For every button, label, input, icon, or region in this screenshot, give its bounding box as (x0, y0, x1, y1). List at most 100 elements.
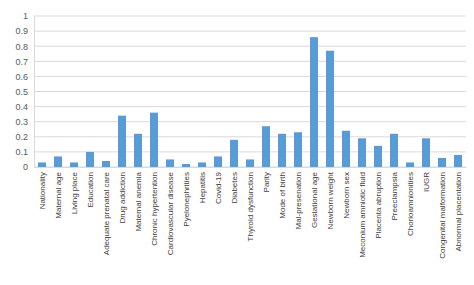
x-tick: Drug addiction (118, 167, 127, 224)
bar (230, 140, 238, 167)
x-tick-label: Diabetes (230, 172, 239, 204)
x-tick-label: Chorioamnionities (406, 172, 415, 236)
bar (262, 126, 270, 167)
bar (214, 156, 222, 167)
x-tick: Preeclampsia (390, 167, 399, 220)
x-tick: Chronic hypertention (150, 167, 159, 246)
y-tick-label: 0.7 (15, 57, 28, 67)
y-tick: 0.8 (15, 42, 34, 52)
x-tick-label: Preeclampsia (390, 171, 399, 220)
bar (150, 113, 158, 167)
bar (70, 162, 78, 167)
x-tick-label: Congenital malformation (438, 172, 447, 259)
bar (406, 162, 414, 167)
bar (422, 138, 430, 167)
bar (54, 156, 62, 167)
x-tick-label: Newborn sex (342, 172, 351, 219)
y-tick: 0.6 (15, 72, 34, 82)
x-tick: Newborn weight (326, 167, 335, 229)
grid-line (34, 46, 466, 47)
x-tick: Hepatitis (198, 167, 207, 203)
y-tick-label: 0.4 (15, 102, 28, 112)
bar (246, 159, 254, 167)
y-tick-label: 0.5 (15, 87, 28, 97)
x-tick-label: Thyroid dysfunction (246, 172, 255, 241)
x-tick: Mal-presenation (294, 167, 303, 229)
y-tick-label: 0.9 (15, 26, 28, 36)
x-tick: Congenital malformation (438, 167, 447, 259)
x-tick: Diabetes (230, 167, 239, 204)
y-tick: 0.1 (15, 147, 34, 157)
bar (358, 138, 366, 167)
bars (38, 37, 462, 167)
bar (86, 152, 94, 167)
grid-line (34, 16, 466, 17)
grid-line (34, 91, 466, 92)
grid-line (34, 31, 466, 32)
bar (390, 134, 398, 167)
y-tick-label: 0.2 (15, 132, 28, 142)
y-tick: 0 (23, 162, 34, 172)
y-tick: 0.3 (15, 117, 34, 127)
x-tick: Education (86, 167, 95, 208)
bar (118, 116, 126, 167)
x-tick-label: Adequate prenatal care (102, 171, 111, 255)
x-tick-label: Gestational age (310, 171, 319, 228)
y-axis: 0 0.1 0.2 0.3 0.4 0.5 0.6 0.7 0.8 0.9 1 (15, 11, 34, 172)
x-tick-label: Hepatitis (198, 172, 207, 203)
grid (34, 16, 466, 167)
x-tick-label: Meconium amniotic fluid (358, 172, 367, 258)
y-tick: 0.5 (15, 87, 34, 97)
bar (278, 134, 286, 167)
bar (294, 132, 302, 167)
x-tick-label: Mal-presenation (294, 172, 303, 229)
y-tick-label: 0.8 (15, 42, 28, 52)
x-tick: Living place (70, 167, 79, 214)
x-tick-label: Pyelonephrities (182, 172, 191, 227)
bar (38, 162, 46, 167)
x-tick-label: Living place (70, 171, 79, 214)
bar (198, 162, 206, 167)
grid-line (34, 76, 466, 77)
y-tick-label: 0.3 (15, 117, 28, 127)
grid-line (34, 106, 466, 107)
bar (342, 131, 350, 167)
bar (454, 155, 462, 167)
x-tick: Chorioamnionities (406, 167, 415, 236)
x-tick-label: Nationality (38, 172, 47, 209)
bar (326, 51, 334, 167)
x-axis-line (35, 167, 467, 168)
chart-svg: 0 0.1 0.2 0.3 0.4 0.5 0.6 0.7 0.8 0.9 1 Nationality… (0, 0, 474, 285)
x-tick: Gestational age (310, 167, 319, 228)
x-tick-label: Drug addiction (118, 172, 127, 224)
y-tick: 0.7 (15, 57, 34, 67)
x-tick-label: Mode of birth (278, 172, 287, 219)
y-tick-label: 0.1 (15, 147, 28, 157)
bar (182, 164, 190, 167)
x-tick-label: Abnormal placentation (454, 172, 463, 252)
x-tick-label: Newborn weight (326, 171, 335, 229)
x-tick: Mode of birth (278, 167, 287, 219)
x-tick: Abnormal placentation (454, 167, 463, 252)
bar (102, 161, 110, 167)
y-tick: 0.4 (15, 102, 34, 112)
x-tick: Meconium amniotic fluid (358, 167, 367, 258)
y-tick: 1 (23, 11, 34, 21)
x-tick-label: Maternal anemia (134, 171, 143, 231)
grid-line (34, 61, 466, 62)
x-tick: Thyroid dysfunction (246, 167, 255, 241)
x-tick: Maternal age (54, 167, 63, 219)
chart-container: 0 0.1 0.2 0.3 0.4 0.5 0.6 0.7 0.8 0.9 1 Nationality… (0, 0, 474, 285)
x-axis: Nationality Maternal age Living place Educa… (35, 167, 467, 259)
bar (134, 134, 142, 167)
x-tick-label: Education (86, 172, 95, 208)
y-tick: 0.2 (15, 132, 34, 142)
y-tick-label: 0 (23, 162, 28, 172)
x-tick: Placenta abruption (374, 167, 383, 239)
y-tick: 0.9 (15, 26, 34, 36)
x-tick: Maternal anemia (134, 167, 143, 232)
bar (438, 158, 446, 167)
x-tick-label: IUGR (422, 172, 431, 192)
x-tick: IUGR (422, 167, 431, 192)
x-tick-label: Covid-19 (214, 171, 223, 204)
